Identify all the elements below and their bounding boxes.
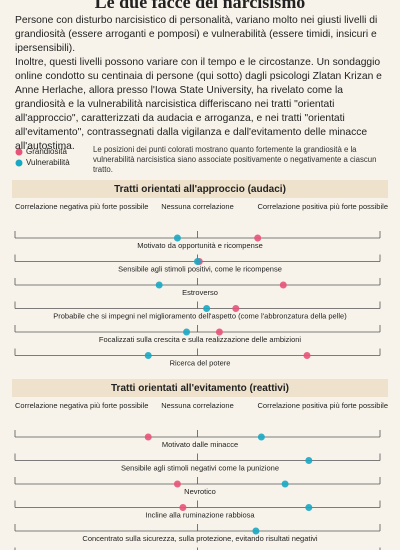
x-tick-label: Correlazione negativa più forte possibil…: [15, 401, 148, 410]
dot: [257, 433, 265, 441]
row-label: Sensibile agli stimoli positivi, come le…: [118, 264, 282, 273]
dot: [254, 234, 262, 242]
dot: [144, 352, 152, 359]
dot: [194, 258, 201, 265]
row-label: Nevrotico: [184, 487, 216, 496]
intro-paragraph: Persone con disturbo narcisistico di per…: [15, 15, 378, 54]
row-label: Ricerca del potere: [170, 358, 231, 367]
dot: [305, 504, 313, 511]
dot: [281, 480, 289, 488]
row-label: Motivato dalle minacce: [162, 440, 238, 449]
legend-note: Le posizioni dei punti colorati mostrano…: [93, 145, 377, 174]
row-label: Probabile che si impegni nel miglioramen…: [53, 311, 347, 320]
dot: [179, 504, 187, 511]
dot: [183, 328, 191, 336]
intro: Persone con disturbo narcisistico di per…: [15, 14, 387, 154]
dot: [303, 352, 311, 359]
dot: [155, 281, 163, 289]
x-tick-label: Nessuna correlazione: [161, 202, 234, 211]
section-header: Tratti orientati all'evitamento (reattiv…: [111, 383, 289, 394]
page-title: Le due facce del narcisismo: [95, 0, 306, 12]
legend-swatch: [15, 148, 23, 156]
legend-label: Vulnerabilità: [26, 158, 70, 167]
section-header-bg: [12, 180, 388, 198]
legend-swatch: [15, 159, 23, 167]
row-label: Incline alla ruminazione rabbiosa: [145, 510, 255, 519]
dot: [252, 527, 260, 535]
dot: [173, 234, 181, 242]
dot: [279, 281, 287, 289]
dot: [305, 457, 313, 464]
x-tick-label: Nessuna correlazione: [161, 401, 234, 410]
dot: [232, 305, 240, 312]
row-label: Estroverso: [182, 288, 218, 297]
row-label: Sensibile agli stimoli negativi come la …: [121, 463, 279, 472]
dot: [215, 328, 223, 336]
dot: [173, 480, 181, 488]
x-tick-label: Correlazione positiva più forte possibil…: [258, 401, 389, 410]
legend-label: Grandiosità: [26, 147, 67, 156]
row-label: Concentrato sulla sicurezza, sulla prote…: [82, 534, 317, 543]
dot: [203, 305, 211, 312]
section-header-bg: [12, 379, 388, 397]
row-label: Motivato da opportunità e ricompense: [137, 241, 263, 250]
section-header: Tratti orientati all'approccio (audaci): [114, 184, 286, 195]
dot: [144, 433, 152, 441]
x-tick-label: Correlazione positiva più forte possibil…: [258, 202, 389, 211]
x-tick-label: Correlazione negativa più forte possibil…: [15, 202, 148, 211]
row-label: Focalizzati sulla crescita e sulla reali…: [99, 335, 302, 344]
intro-paragraph: Inoltre, questi livelli possono variare …: [15, 57, 382, 152]
